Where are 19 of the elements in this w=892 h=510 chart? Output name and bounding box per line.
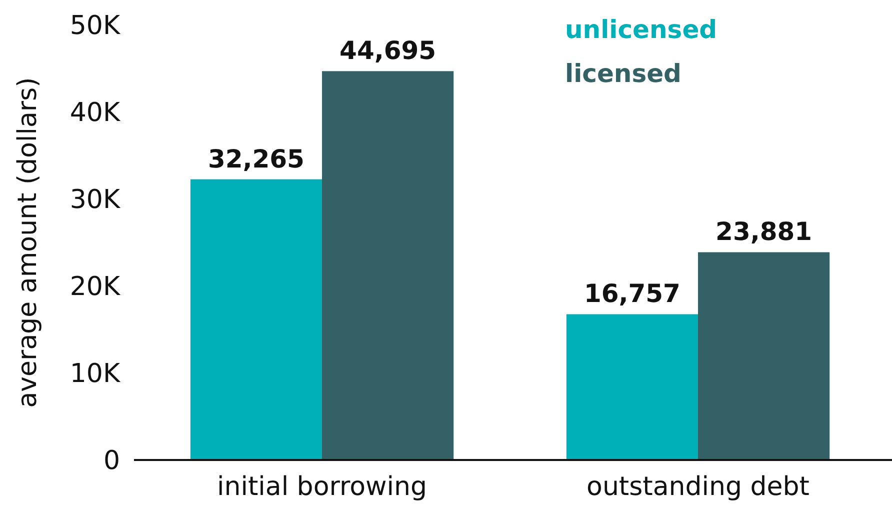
bar bbox=[190, 179, 322, 460]
y-tick-label: 50K bbox=[70, 11, 121, 42]
data-label: 32,265 bbox=[208, 144, 304, 174]
y-tick-label: 10K bbox=[70, 359, 121, 390]
bar bbox=[698, 252, 830, 460]
y-tick-label: 30K bbox=[70, 185, 121, 216]
data-label: 16,757 bbox=[584, 279, 680, 308]
bar bbox=[566, 314, 698, 460]
text: unlicensed bbox=[565, 15, 718, 44]
y-axis-title: average amount (dollars) bbox=[13, 77, 43, 408]
data-label: 23,881 bbox=[716, 217, 812, 246]
text: licensed bbox=[565, 59, 682, 88]
y-tick-label: 20K bbox=[70, 272, 121, 302]
x-tick-label: initial borrowing bbox=[217, 472, 427, 502]
y-tick-label: 40K bbox=[70, 98, 121, 128]
y-tick-label: 0 bbox=[103, 446, 120, 476]
x-tick-label: outstanding debt bbox=[586, 472, 810, 502]
bar bbox=[322, 71, 454, 460]
data-label: 44,695 bbox=[340, 36, 436, 66]
